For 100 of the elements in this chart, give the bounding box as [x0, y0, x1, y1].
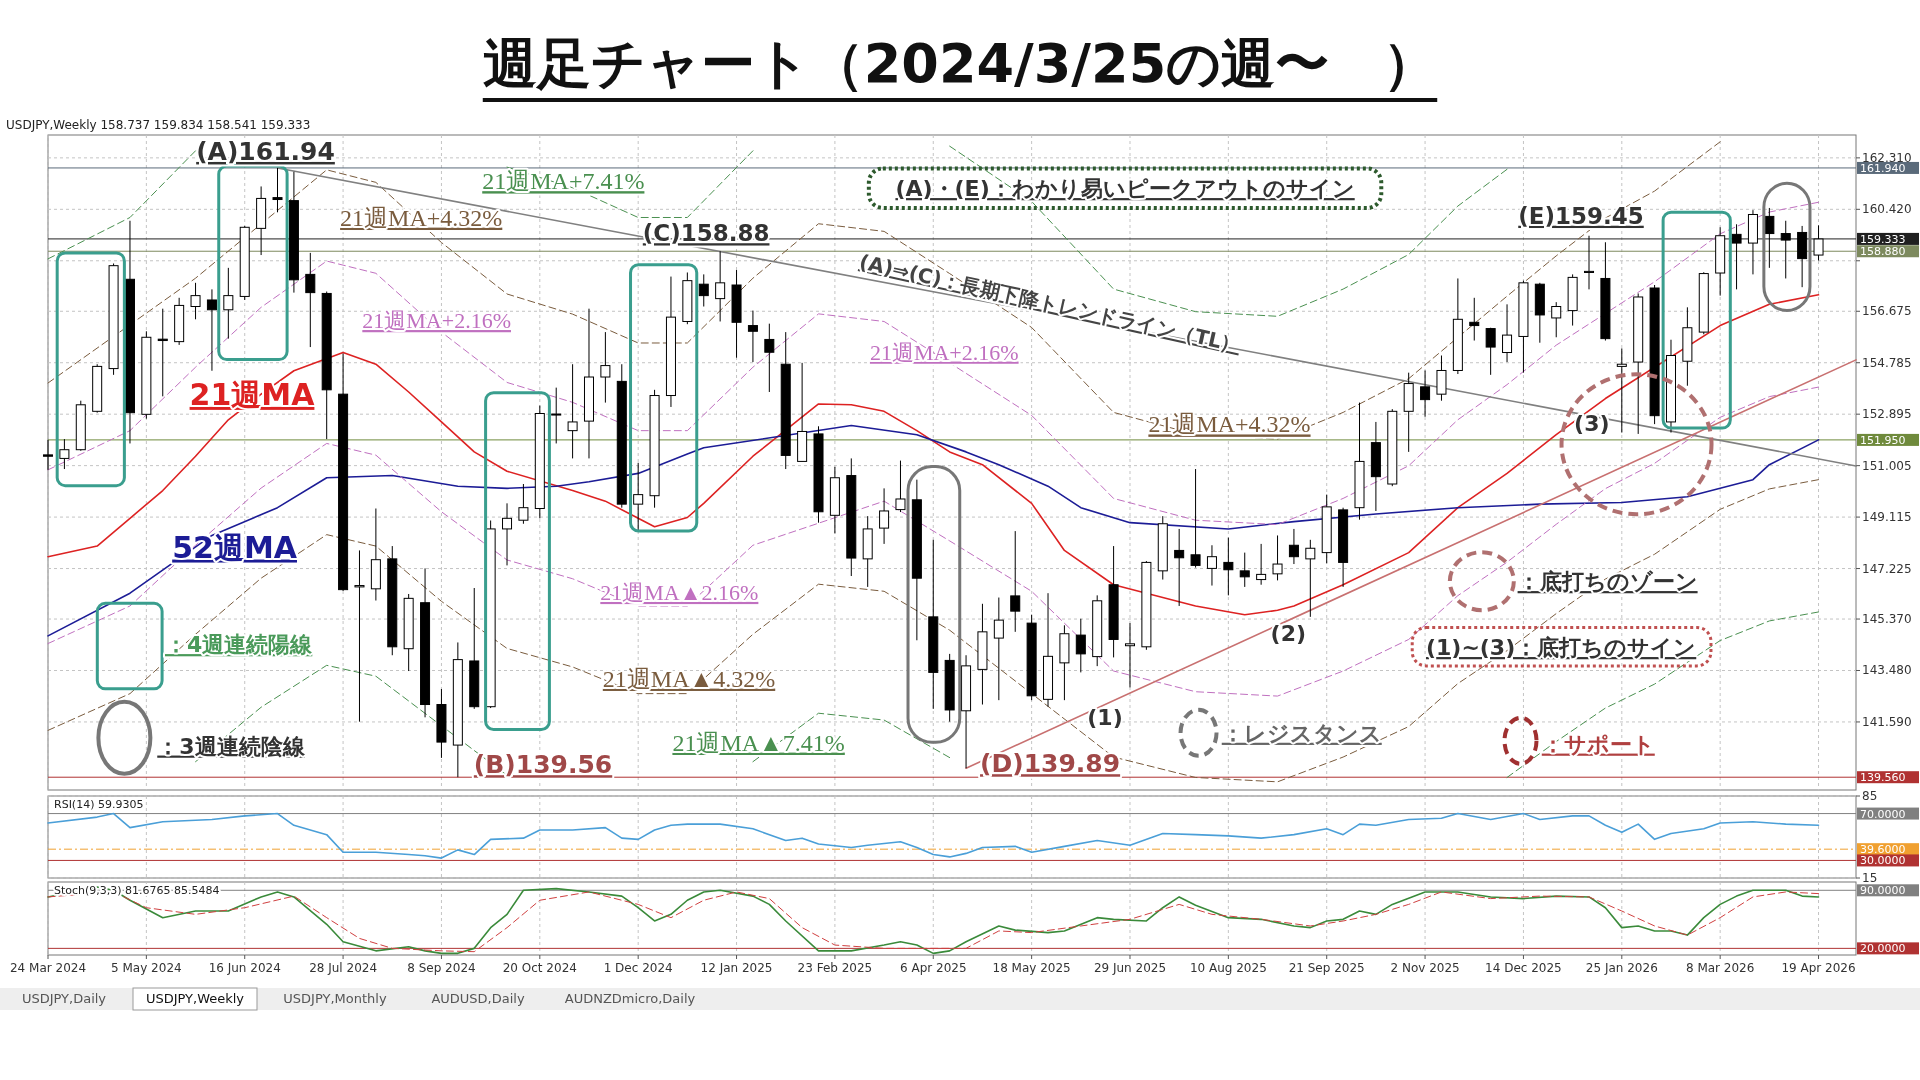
ref-line-label: 159.333	[1860, 232, 1906, 246]
y-tick-label: 160.420	[1862, 202, 1912, 217]
x-tick-label: 20 Oct 2024	[502, 961, 577, 975]
candlestick	[698, 273, 709, 308]
candlestick	[551, 387, 562, 444]
candlestick	[1764, 207, 1775, 269]
text: AUDUSD,Daily	[431, 991, 525, 1006]
annotation: (E)159.45	[1518, 202, 1644, 229]
y-tick-label: 147.225	[1862, 561, 1912, 576]
y-tick-label: 85	[1862, 789, 1878, 803]
x-tick-label: 12 Jan 2025	[700, 961, 773, 975]
candlestick	[1469, 297, 1480, 342]
x-tick-label: 28 Jul 2024	[309, 961, 378, 975]
annotation: (3)	[1574, 410, 1610, 436]
candlestick	[1206, 544, 1217, 587]
candlestick	[1813, 224, 1824, 261]
x-tick-label: 23 Feb 2025	[797, 961, 873, 975]
candlestick	[1616, 347, 1627, 434]
candlestick	[206, 288, 217, 372]
x-tick-label: 29 Jun 2025	[1093, 961, 1167, 975]
candlestick	[567, 363, 578, 459]
candlestick	[1780, 220, 1791, 279]
x-tick-label: 1 Dec 2024	[603, 961, 673, 975]
line-series	[47, 812, 1820, 859]
annotation: (2)	[1270, 620, 1307, 646]
y-tick-label: 145.370	[1862, 612, 1912, 627]
candlestick	[764, 323, 775, 393]
candlestick	[354, 549, 365, 723]
ref-line-label: 90.0000	[1860, 884, 1906, 898]
text: USDJPY,Monthly	[283, 991, 387, 1006]
annotation: (D)139.89	[980, 749, 1121, 779]
candlestick	[223, 267, 234, 340]
y-tick-label: 151.005	[1862, 458, 1912, 473]
line-series	[47, 479, 1820, 783]
text: USDJPY,Weekly	[145, 991, 245, 1006]
chart-title: 週足チャート（2024/3/25の週〜 ）	[482, 32, 1438, 95]
x-tick-label: 19 Apr 2026	[1781, 961, 1856, 975]
candlestick	[1010, 530, 1021, 633]
x-tick-label: 2 Nov 2025	[1390, 961, 1460, 975]
candlestick	[633, 462, 644, 532]
candlestick	[1223, 537, 1234, 596]
annotation: ：サポート	[1541, 731, 1655, 757]
y-tick-label: 15	[1862, 871, 1878, 885]
x-tick-label: 18 May 2025	[992, 961, 1071, 975]
candlestick	[1075, 618, 1086, 673]
x-tick-label: 16 Jun 2024	[208, 961, 281, 975]
ref-line-label: 158.880	[1860, 245, 1906, 259]
candlestick	[879, 487, 890, 545]
annotation: (1)	[1087, 705, 1123, 731]
annotation: RSI(14) 59.9305	[54, 798, 144, 811]
line-series	[47, 201, 1820, 526]
candlestick	[1420, 369, 1431, 418]
candlestick	[190, 282, 201, 320]
y-tick-label: 156.675	[1862, 304, 1912, 319]
candlestick	[1485, 327, 1496, 376]
candlestick	[518, 483, 529, 525]
candlestick	[1288, 528, 1299, 565]
x-tick-label: 8 Sep 2024	[407, 961, 476, 975]
x-tick-label: 8 Mar 2026	[1685, 961, 1755, 975]
y-tick-label: 154.785	[1862, 355, 1912, 370]
ref-line-label: 151.950	[1860, 433, 1906, 447]
x-tick-label: 6 Apr 2025	[899, 961, 967, 975]
text: USDJPY,Weekly 158.737 159.834 158.541 159.333	[6, 118, 311, 132]
candlestick	[993, 597, 1004, 701]
x-tick-label: 21 Sep 2025	[1288, 961, 1365, 975]
text: 21週MA+2.16%	[869, 339, 1019, 365]
candlestick	[747, 310, 758, 363]
candlestick	[1551, 301, 1562, 338]
candlestick	[1502, 303, 1513, 363]
x-tick-label: 14 Dec 2025	[1485, 961, 1562, 975]
ref-line-label: 70.0000	[1860, 807, 1906, 821]
candlestick	[1272, 534, 1283, 581]
ref-line-label: 139.560	[1860, 771, 1906, 785]
candlestick	[305, 252, 316, 348]
annotation: (B)139.56	[473, 750, 613, 780]
candlestick	[1190, 468, 1201, 569]
candlestick	[715, 250, 726, 322]
candlestick	[1731, 223, 1742, 290]
line-series	[47, 141, 1721, 440]
line-series	[506, 150, 754, 218]
ref-line-label: 30.0000	[1860, 854, 1906, 868]
candlestick	[42, 439, 54, 471]
y-tick-label: 143.480	[1862, 663, 1912, 678]
candlestick	[272, 167, 283, 213]
text: USDJPY,Daily	[21, 991, 107, 1006]
candlestick	[1584, 235, 1595, 290]
candlestick	[1124, 622, 1135, 688]
candlestick	[1239, 552, 1250, 588]
x-tick-label: 25 Jan 2026	[1585, 961, 1658, 975]
candlestick	[600, 331, 611, 404]
ref-line-label: 20.0000	[1860, 942, 1906, 956]
text: AUDNZDmicro,Daily	[564, 991, 696, 1006]
candlestick	[502, 502, 513, 566]
candlestick	[1174, 528, 1185, 607]
ref-line-label: 39.6000	[1860, 843, 1906, 857]
y-tick-label: 141.590	[1862, 714, 1912, 729]
y-tick-label: 152.895	[1862, 407, 1912, 422]
candlestick	[1436, 355, 1447, 402]
candlestick	[1256, 543, 1267, 586]
x-tick-label: 5 May 2024	[111, 961, 182, 975]
